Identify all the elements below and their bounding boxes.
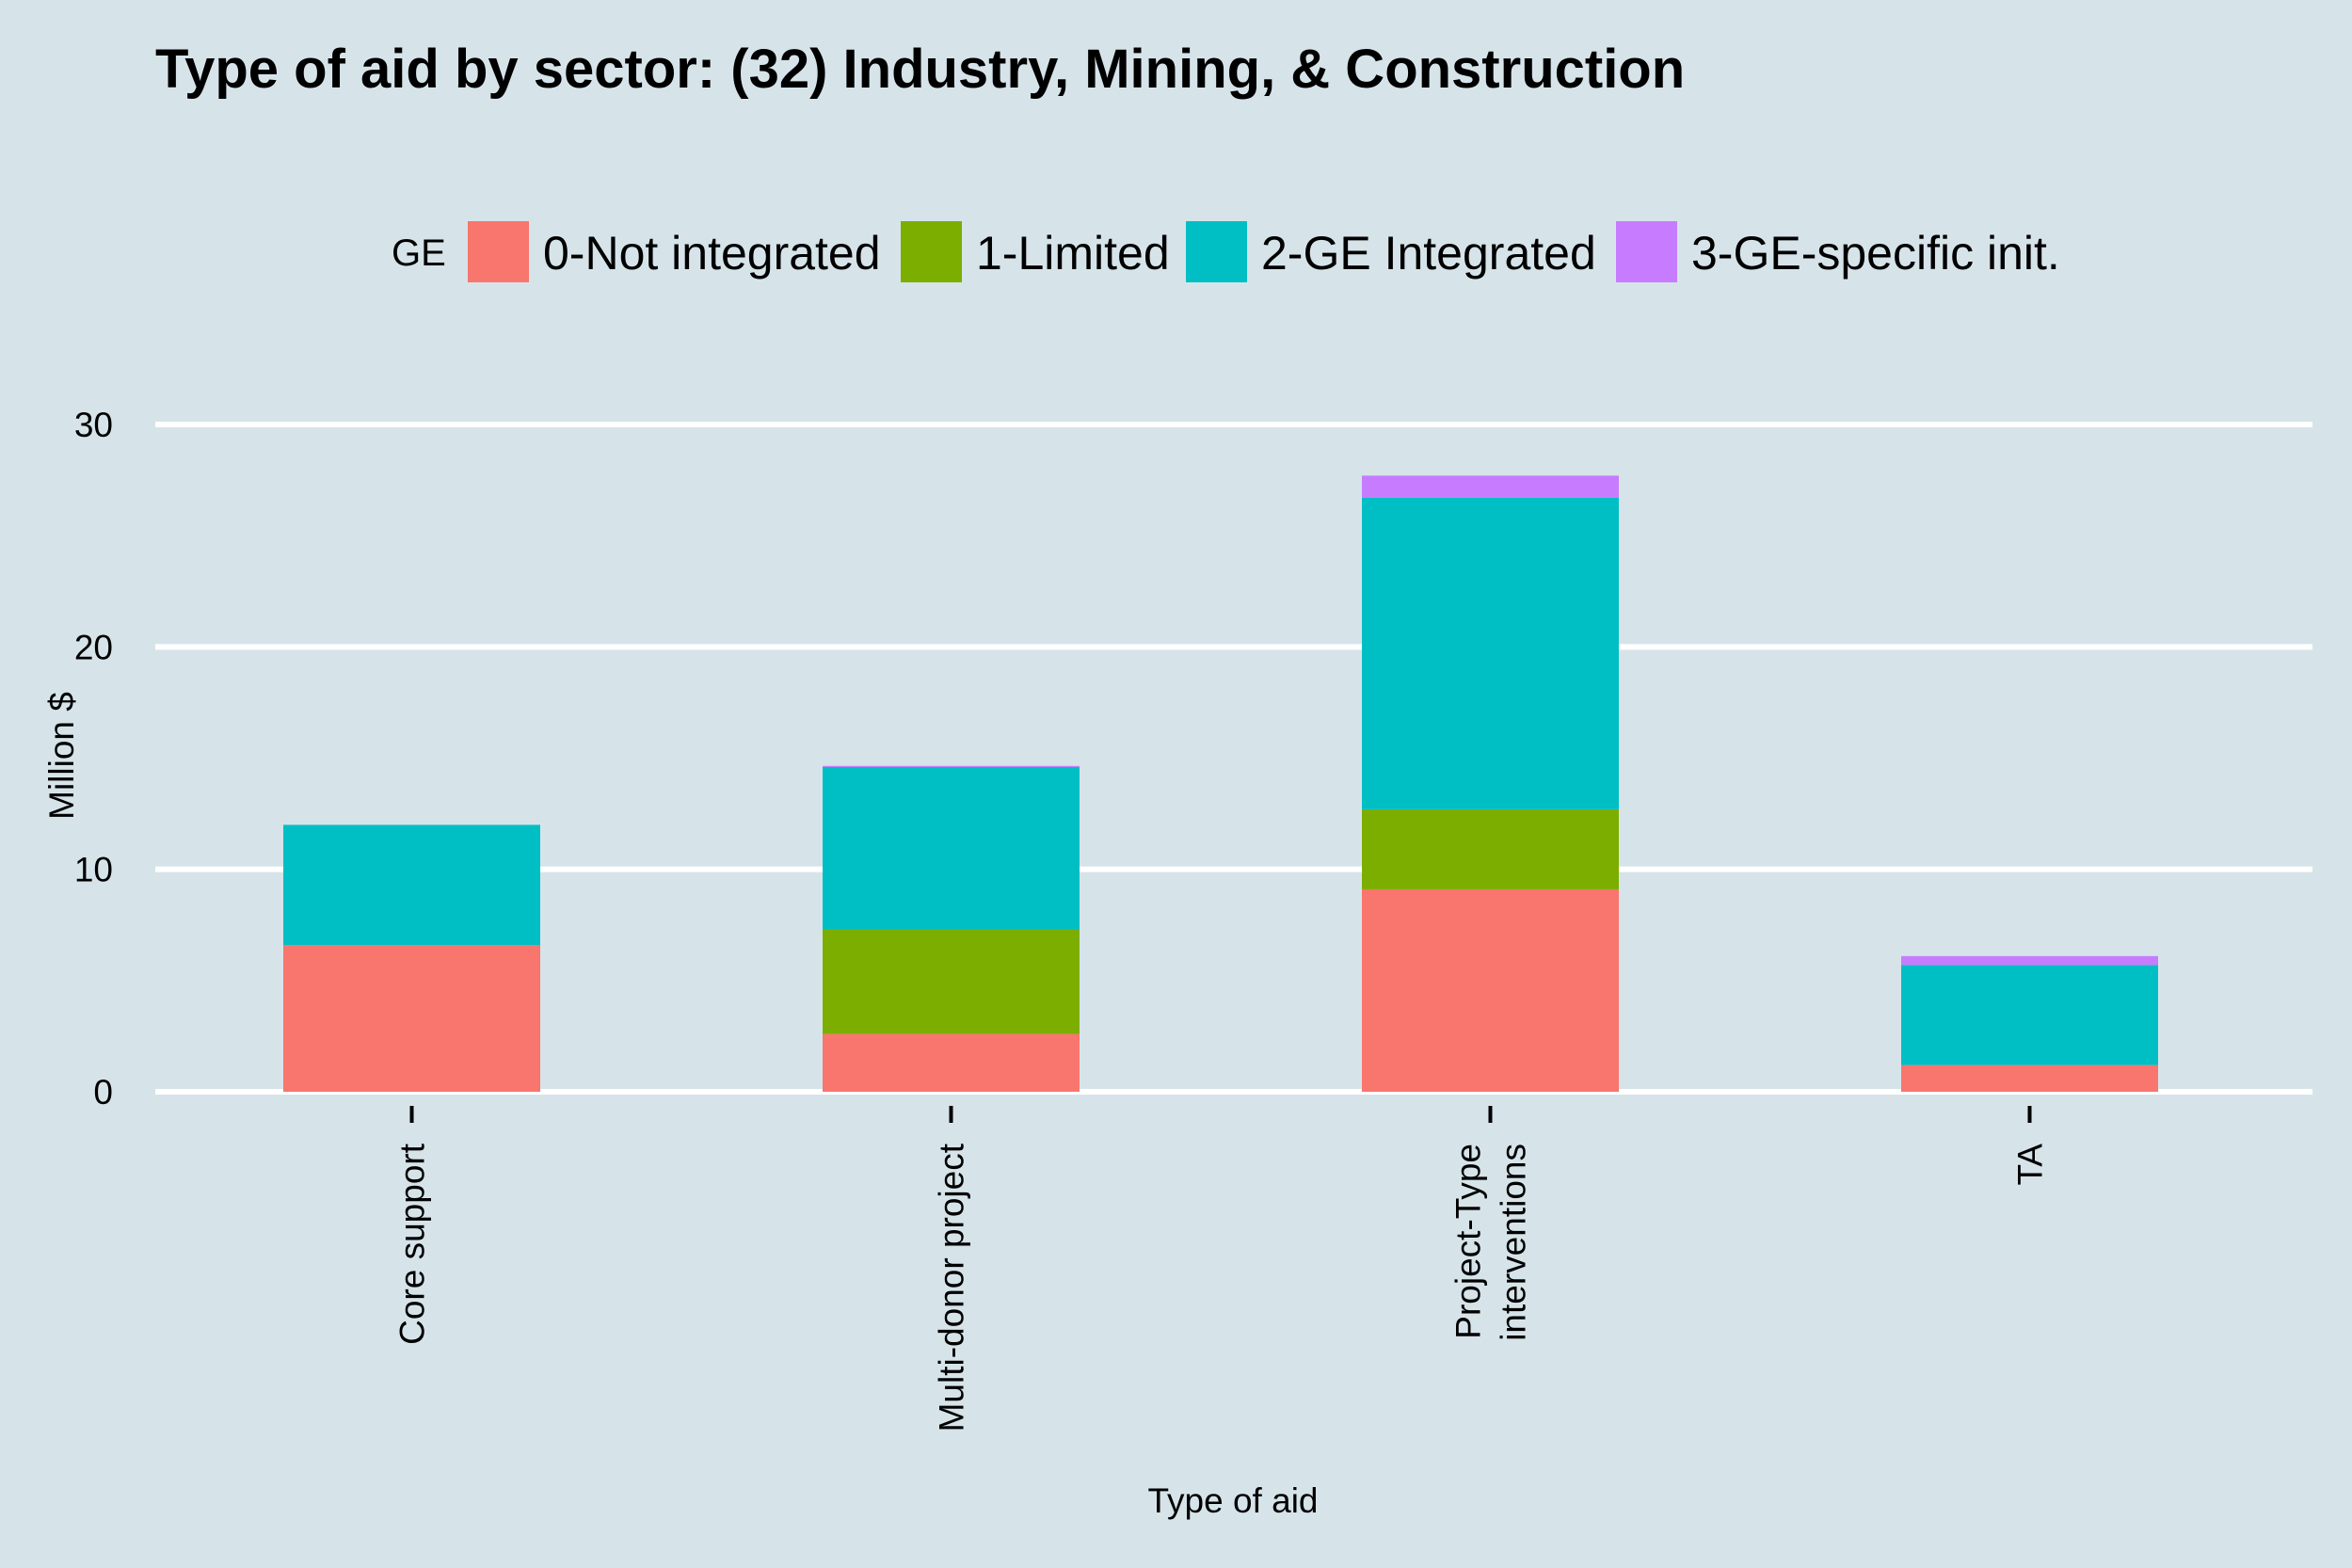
bar-segment [1362, 475, 1619, 498]
y-tick-label: 10 [74, 851, 113, 889]
bar-segment [1901, 1064, 2158, 1092]
bar-segment [1901, 965, 2158, 1065]
bar-segment [283, 945, 540, 1092]
bar-segment [823, 765, 1080, 767]
bar-segment [823, 929, 1080, 1034]
y-tick-label: 0 [93, 1073, 113, 1112]
legend-key [901, 221, 962, 282]
y-axis: 0 10 20 30 [74, 406, 113, 1112]
y-tick-label: 30 [74, 406, 113, 444]
legend-key [468, 221, 529, 282]
x-tick-label: Multi-donor project [933, 1143, 971, 1432]
x-axis: Core support Multi-donor project Project-T… [393, 1106, 2050, 1432]
x-tick-label: Core support [393, 1143, 432, 1345]
y-axis-title: Million $ [42, 692, 81, 820]
bar-segment [1901, 955, 2158, 966]
legend: GE 0-Not integrated 1-Limited 2-GE Integra… [392, 221, 2060, 282]
bar-segment [1362, 808, 1619, 889]
legend-label: 0-Not integrated [543, 227, 881, 280]
bars [283, 475, 2158, 1092]
legend-label: 1-Limited [976, 227, 1170, 280]
x-axis-title: Type of aid [1147, 1481, 1318, 1520]
bar-segment [823, 766, 1080, 930]
legend-label: 3-GE-specific init. [1691, 227, 2060, 280]
bar-segment [823, 1033, 1080, 1092]
bar-segment [1362, 497, 1619, 809]
legend-title: GE [392, 232, 446, 274]
chart-title: Type of aid by sector: (32) Industry, Mi… [155, 39, 1685, 100]
y-tick-label: 20 [74, 628, 113, 666]
legend-key [1616, 221, 1677, 282]
bar-segment [283, 824, 540, 946]
legend-key [1186, 221, 1247, 282]
bar-segment [1362, 888, 1619, 1092]
x-tick-label: TA [2011, 1144, 2050, 1186]
x-tick-label: Project-Type interventions [1449, 1144, 1533, 1341]
legend-label: 2-GE Integrated [1261, 227, 1596, 280]
